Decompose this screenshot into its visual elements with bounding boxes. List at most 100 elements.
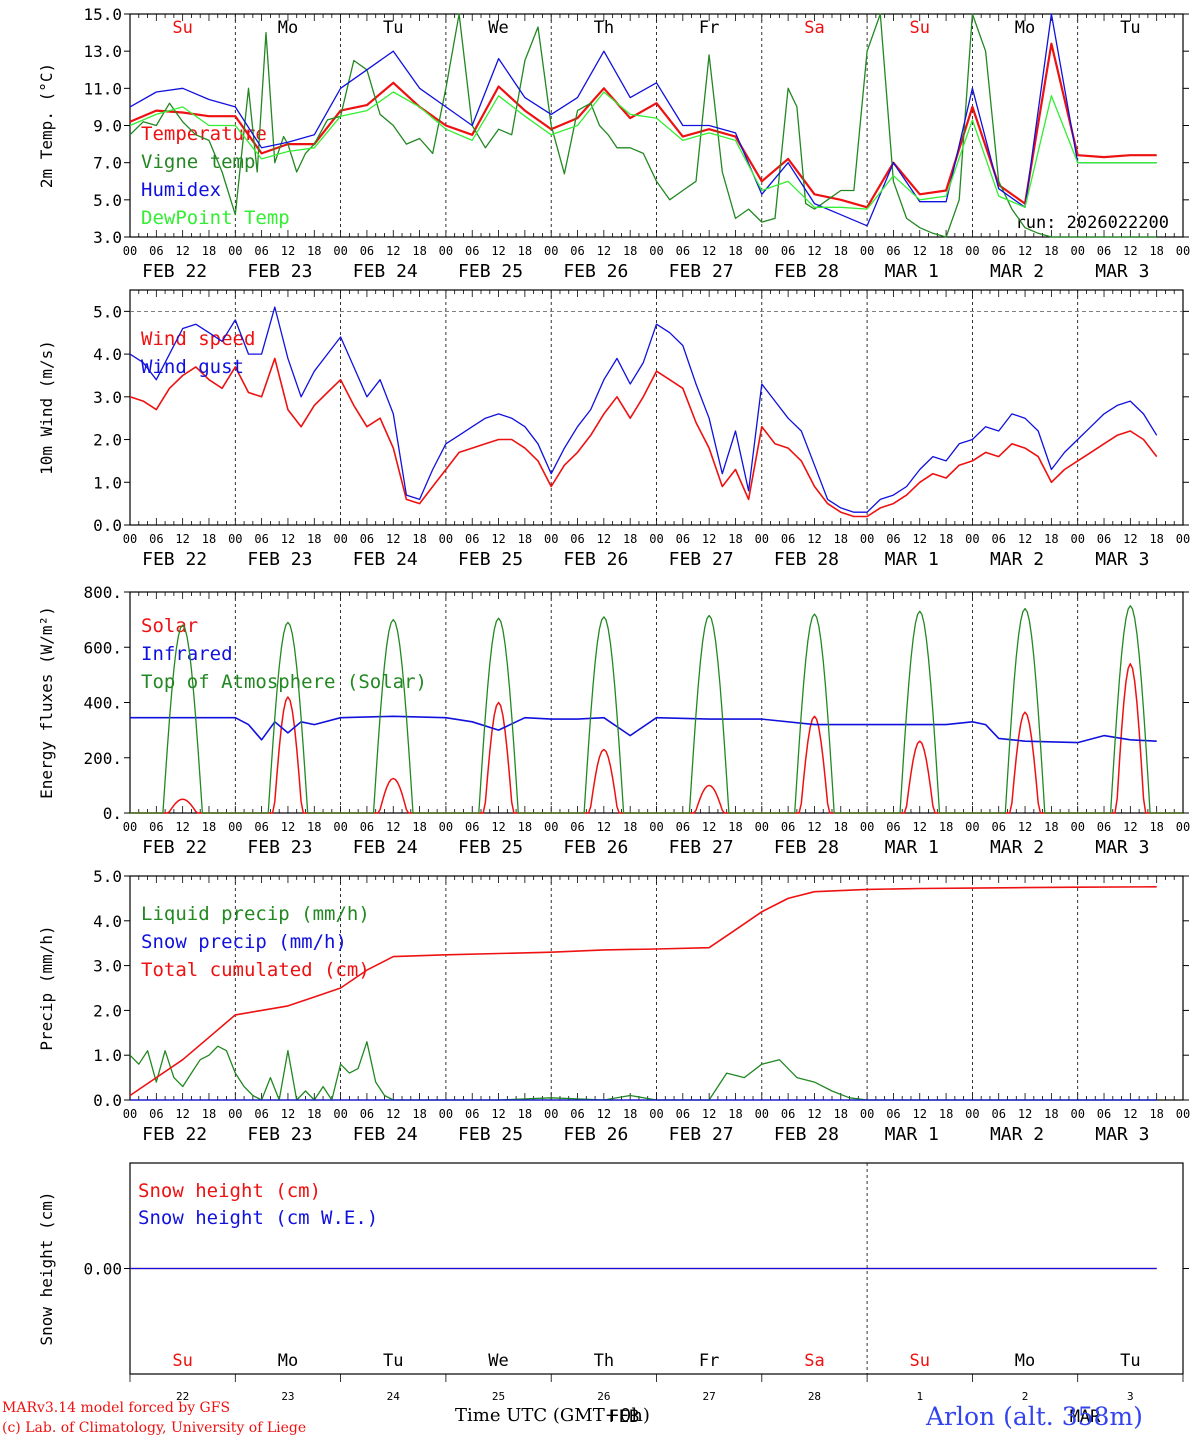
hour-tick-label: 12: [1018, 244, 1032, 258]
series-wind-1: [129, 306, 1158, 513]
hour-tick-label: 06: [360, 1107, 374, 1121]
hour-tick-label: 00: [965, 820, 979, 834]
day-number-label: 27: [703, 1390, 716, 1403]
weekday-label: We: [488, 1351, 508, 1371]
hour-tick-label: 18: [939, 532, 953, 546]
hour-tick-label: 18: [1149, 532, 1163, 546]
hour-tick-label: 06: [1097, 244, 1111, 258]
hour-tick-label: 18: [202, 244, 216, 258]
hour-tick-label: 00: [965, 532, 979, 546]
hour-tick-label: 06: [360, 820, 374, 834]
hour-tick-label: 12: [281, 820, 295, 834]
hour-tick-label: 12: [913, 532, 927, 546]
hour-tick-label: 06: [570, 532, 584, 546]
hour-tick-label: 12: [597, 244, 611, 258]
hour-tick-label: 18: [939, 244, 953, 258]
hour-tick-label: 00: [1176, 532, 1190, 546]
date-label: FEB 22: [142, 1124, 207, 1145]
y-tick-label: 3.0: [93, 228, 122, 247]
hour-tick-label: 00: [228, 1107, 242, 1121]
hour-tick-label: 18: [1044, 820, 1058, 834]
hour-tick-label: 12: [281, 244, 295, 258]
hour-tick-label: 06: [991, 244, 1005, 258]
panel-precip: 0.0 1.0 2.0 3.0 4.0 5.0 Precip (mm/h) 00 06 12 18 F…: [37, 867, 1190, 1145]
hour-tick-label: 18: [728, 532, 742, 546]
hour-tick-label: 06: [149, 532, 163, 546]
hour-tick-label: 06: [991, 820, 1005, 834]
date-label: FEB 26: [563, 261, 628, 282]
hour-tick-label: 12: [807, 1107, 821, 1121]
hour-tick-label: 12: [281, 532, 295, 546]
hour-tick-label: 18: [518, 532, 532, 546]
day-number-label: 24: [387, 1390, 401, 1403]
date-label: FEB 25: [458, 837, 523, 858]
y-tick-label: 4.0: [93, 912, 122, 931]
hour-tick-label: 00: [228, 244, 242, 258]
hour-tick-label: 12: [597, 532, 611, 546]
date-label: FEB 28: [774, 549, 839, 570]
y-tick-label: 1.0: [93, 473, 122, 492]
hour-tick-label: 06: [254, 1107, 268, 1121]
hour-tick-label: 12: [1123, 1107, 1137, 1121]
hour-tick-label: 06: [781, 532, 795, 546]
y-tick-label: 13.0: [83, 42, 122, 61]
y-tick-label: 7.0: [93, 154, 122, 173]
hour-tick-label: 06: [1097, 1107, 1111, 1121]
day-number-label: 1: [916, 1390, 923, 1403]
legend-entry: Temperature: [141, 123, 267, 145]
date-label: FEB 23: [247, 549, 312, 570]
hour-tick-label: 18: [412, 820, 426, 834]
hour-tick-label: 12: [913, 820, 927, 834]
date-label: MAR 1: [885, 1124, 939, 1145]
series-temp-3: [129, 91, 1157, 210]
weekday-label: Fr: [699, 1351, 719, 1371]
hour-tick-label: 12: [807, 820, 821, 834]
hour-tick-label: 06: [886, 1107, 900, 1121]
date-label: FEB 22: [142, 549, 207, 570]
y-tick-label: 800.: [83, 583, 122, 602]
date-label: MAR 1: [885, 549, 939, 570]
hour-tick-label: 06: [676, 820, 690, 834]
hour-tick-label: 12: [702, 532, 716, 546]
day-number-label: 22: [176, 1390, 189, 1403]
hour-tick-label: 06: [149, 1107, 163, 1121]
y-axis-label: Energy fluxes (W/m²): [37, 606, 56, 799]
hour-tick-label: 18: [728, 820, 742, 834]
hour-tick-label: 06: [991, 1107, 1005, 1121]
hour-tick-label: 00: [439, 1107, 453, 1121]
hour-tick-label: 06: [676, 532, 690, 546]
legend-entry: Wind speed: [141, 328, 255, 350]
hour-tick-label: 12: [386, 244, 400, 258]
model-credit: MARv3.14 model forced by GFS: [2, 1400, 231, 1416]
hour-tick-label: 12: [1018, 820, 1032, 834]
hour-tick-label: 00: [1070, 532, 1084, 546]
hour-tick-label: 18: [1149, 244, 1163, 258]
day-number-label: 23: [281, 1390, 294, 1403]
weekday-label: Su: [172, 18, 192, 38]
day-number-label: 25: [492, 1390, 505, 1403]
date-label: FEB 23: [247, 261, 312, 282]
hour-tick-label: 12: [1018, 532, 1032, 546]
series-temp-0: [129, 42, 1157, 209]
hour-tick-label: 00: [860, 820, 874, 834]
hour-tick-label: 00: [860, 1107, 874, 1121]
date-label: FEB 22: [142, 837, 207, 858]
date-label: FEB 27: [669, 1124, 734, 1145]
hour-tick-label: 00: [333, 532, 347, 546]
y-tick-label: 9.0: [93, 117, 122, 136]
hour-tick-label: 12: [491, 532, 505, 546]
hour-tick-label: 00: [649, 244, 663, 258]
hour-tick-label: 00: [649, 820, 663, 834]
date-label: MAR 3: [1095, 549, 1149, 570]
hour-tick-label: 00: [123, 532, 137, 546]
hour-tick-label: 06: [886, 532, 900, 546]
hour-tick-label: 12: [386, 1107, 400, 1121]
hour-tick-label: 00: [1176, 820, 1190, 834]
y-tick-label: 15.0: [83, 5, 122, 24]
y-tick-label: 0.0: [93, 1091, 122, 1110]
date-label: FEB 26: [563, 837, 628, 858]
panel-flux: 0. 200. 400. 600. 800. Energy fluxes (W/m²) 00…: [37, 583, 1190, 858]
hour-tick-label: 00: [439, 244, 453, 258]
date-label: FEB 23: [247, 1124, 312, 1145]
legend-entry: Vigne temp: [141, 151, 255, 173]
